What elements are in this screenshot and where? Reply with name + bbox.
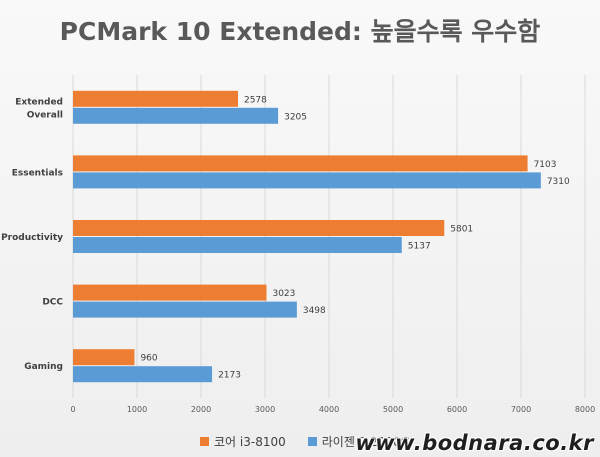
category-label: DCC bbox=[42, 298, 63, 308]
data-label: 7310 bbox=[547, 177, 570, 187]
bar bbox=[73, 366, 213, 383]
data-label: 7103 bbox=[534, 160, 557, 170]
watermark: www.bodnara.co.kr bbox=[355, 431, 594, 455]
legend-item-ryzen: 라이젠 3 2200G bbox=[307, 433, 410, 450]
bar bbox=[73, 90, 238, 107]
data-label: 960 bbox=[140, 354, 157, 364]
bar bbox=[73, 172, 541, 189]
bar bbox=[73, 107, 279, 124]
data-label: 2173 bbox=[218, 371, 241, 381]
bar bbox=[73, 155, 528, 172]
category-label: Productivity bbox=[1, 233, 63, 243]
category-label: Gaming bbox=[24, 362, 63, 372]
data-label: 3498 bbox=[303, 306, 326, 316]
x-tick-label: 2000 bbox=[191, 405, 211, 414]
legend-item-i3: 코어 i3-8100 bbox=[200, 433, 286, 450]
data-label: 3205 bbox=[284, 112, 307, 122]
data-label: 5137 bbox=[408, 242, 431, 252]
bar bbox=[73, 237, 402, 253]
legend: 코어 i3-8100 라이젠 3 2200G bbox=[200, 432, 410, 450]
bar bbox=[73, 220, 445, 236]
x-tick-label: 3000 bbox=[255, 405, 275, 414]
data-label: 5801 bbox=[450, 225, 473, 235]
legend-label-i3: 코어 i3-8100 bbox=[214, 434, 286, 449]
category-label: Essentials bbox=[12, 168, 63, 178]
x-tick-label: 5000 bbox=[383, 405, 403, 414]
category-label: Extended bbox=[15, 97, 63, 107]
x-tick-label: 6000 bbox=[447, 405, 467, 414]
x-tick-label: 7000 bbox=[511, 405, 531, 414]
bar bbox=[73, 349, 135, 366]
legend-swatch-ryzen bbox=[307, 436, 317, 446]
legend-swatch-i3 bbox=[200, 436, 209, 446]
x-tick-label: 0 bbox=[70, 405, 75, 414]
data-label: 2578 bbox=[244, 95, 267, 105]
x-tick-label: 4000 bbox=[319, 405, 339, 414]
x-tick-label: 8000 bbox=[575, 405, 595, 414]
category-label: Overall bbox=[27, 110, 63, 120]
data-label: 3023 bbox=[272, 289, 295, 299]
chart-title: PCMark 10 Extended: 높을수록 우수함 bbox=[59, 17, 541, 46]
x-tick-label: 1000 bbox=[127, 405, 147, 414]
legend-label-ryzen: 라이젠 3 2200G bbox=[321, 434, 410, 449]
bar bbox=[73, 301, 297, 318]
bar bbox=[73, 284, 267, 301]
